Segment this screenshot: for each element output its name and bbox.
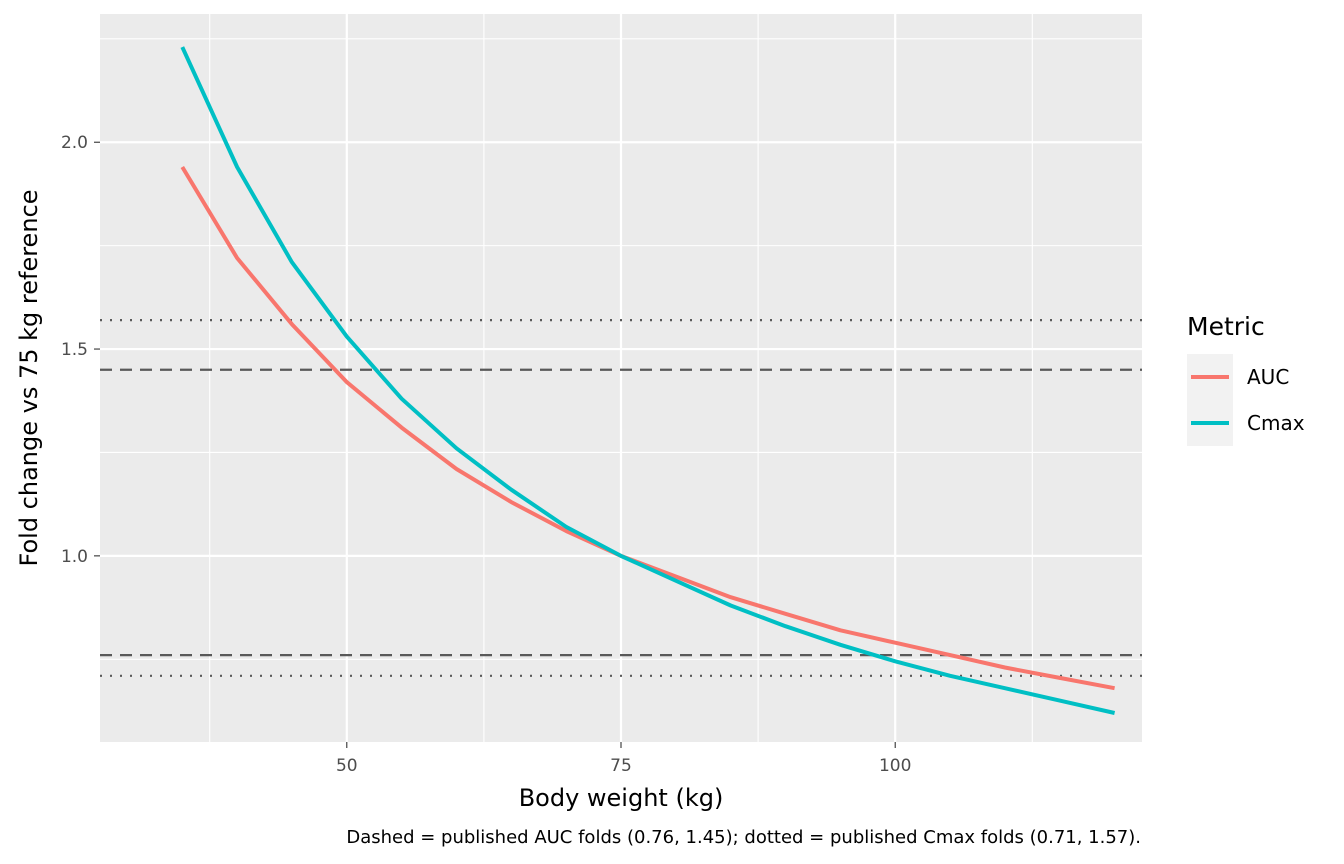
x-axis: 50 75 100 [336, 742, 911, 776]
x-tick-label: 50 [336, 756, 358, 776]
major-gridlines [100, 14, 1142, 742]
caption: Dashed = published AUC folds (0.76, 1.45… [346, 827, 1141, 848]
legend: Metric AUC Cmax [1187, 312, 1305, 446]
y-axis-title: Fold change vs 75 kg reference [15, 190, 43, 567]
x-axis-title: Body weight (kg) [519, 784, 724, 812]
legend-label-auc: AUC [1247, 365, 1289, 389]
y-tick-label: 1.0 [61, 547, 88, 567]
y-axis: 1.0 1.5 2.0 [61, 133, 100, 567]
reference-lines [100, 318, 1142, 677]
legend-label-cmax: Cmax [1247, 411, 1305, 435]
legend-key-bg [1187, 354, 1233, 446]
series-line-cmax [180, 46, 1116, 715]
series-lines [180, 46, 1116, 715]
x-tick-label: 100 [879, 756, 911, 776]
y-tick-label: 2.0 [61, 133, 88, 153]
legend-title: Metric [1187, 312, 1265, 341]
x-tick-label: 75 [610, 756, 632, 776]
y-tick-label: 1.5 [61, 340, 88, 360]
